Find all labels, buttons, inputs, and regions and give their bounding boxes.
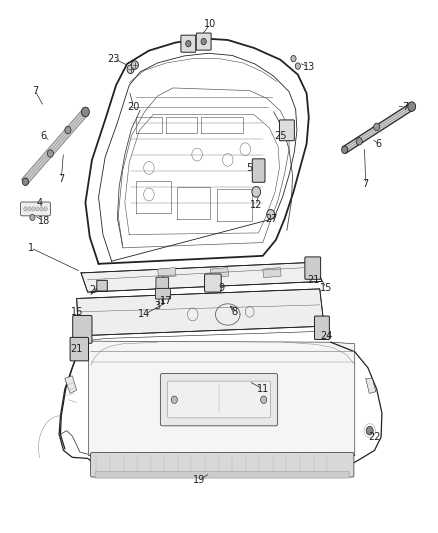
Text: 7: 7	[402, 102, 408, 111]
FancyBboxPatch shape	[97, 280, 107, 291]
Circle shape	[374, 123, 380, 131]
FancyBboxPatch shape	[279, 120, 294, 141]
Text: 1: 1	[28, 243, 34, 253]
Text: 6: 6	[41, 131, 47, 141]
Circle shape	[30, 214, 35, 221]
Circle shape	[22, 178, 28, 185]
FancyBboxPatch shape	[156, 277, 169, 289]
Text: 25: 25	[274, 131, 286, 141]
FancyBboxPatch shape	[205, 274, 221, 292]
Circle shape	[356, 138, 362, 145]
Text: 12: 12	[250, 200, 262, 210]
Text: 5: 5	[247, 163, 253, 173]
Text: 7: 7	[363, 179, 369, 189]
Circle shape	[267, 209, 275, 219]
FancyBboxPatch shape	[252, 159, 265, 182]
Text: 11: 11	[257, 384, 269, 394]
Text: 9: 9	[218, 283, 224, 293]
FancyBboxPatch shape	[181, 35, 196, 52]
Circle shape	[127, 65, 134, 74]
FancyBboxPatch shape	[70, 337, 88, 361]
Text: 16: 16	[71, 307, 83, 317]
Text: 13: 13	[303, 62, 315, 71]
Text: 27: 27	[265, 214, 278, 223]
Circle shape	[81, 107, 89, 117]
Text: 6: 6	[376, 139, 382, 149]
Circle shape	[252, 187, 261, 197]
Text: 10: 10	[204, 19, 216, 29]
Text: 22: 22	[368, 432, 381, 442]
Circle shape	[408, 102, 416, 111]
Circle shape	[201, 38, 206, 45]
Circle shape	[65, 126, 71, 134]
FancyBboxPatch shape	[91, 453, 354, 477]
FancyBboxPatch shape	[155, 288, 170, 299]
Polygon shape	[158, 268, 176, 278]
Text: 24: 24	[320, 331, 332, 341]
Text: 23: 23	[108, 54, 120, 63]
Circle shape	[291, 55, 296, 62]
Circle shape	[24, 207, 27, 211]
Text: 8: 8	[231, 307, 237, 317]
Text: 21: 21	[307, 275, 319, 285]
Polygon shape	[77, 289, 324, 336]
FancyBboxPatch shape	[21, 202, 50, 216]
Circle shape	[366, 426, 373, 435]
Circle shape	[40, 207, 43, 211]
Text: 19: 19	[193, 475, 205, 484]
FancyBboxPatch shape	[73, 316, 92, 343]
Polygon shape	[81, 262, 322, 292]
Circle shape	[171, 396, 177, 403]
Text: 14: 14	[138, 310, 151, 319]
Text: 7: 7	[58, 174, 64, 183]
FancyBboxPatch shape	[95, 472, 349, 478]
Text: 18: 18	[38, 216, 50, 226]
Text: 20: 20	[127, 102, 140, 111]
Polygon shape	[88, 341, 355, 456]
Polygon shape	[90, 454, 354, 456]
Circle shape	[342, 146, 348, 154]
FancyBboxPatch shape	[196, 33, 211, 50]
Text: 7: 7	[32, 86, 38, 95]
Circle shape	[131, 61, 138, 69]
Text: 15: 15	[320, 283, 332, 293]
Circle shape	[36, 207, 39, 211]
Circle shape	[32, 207, 35, 211]
Circle shape	[186, 41, 191, 47]
Polygon shape	[210, 268, 229, 278]
Polygon shape	[65, 376, 77, 393]
FancyBboxPatch shape	[305, 257, 321, 279]
FancyBboxPatch shape	[168, 381, 270, 418]
Circle shape	[47, 150, 53, 157]
FancyBboxPatch shape	[314, 316, 329, 340]
Text: 2: 2	[89, 286, 95, 295]
Text: 17: 17	[160, 296, 173, 306]
FancyBboxPatch shape	[160, 374, 278, 426]
Polygon shape	[366, 378, 376, 393]
Circle shape	[28, 207, 31, 211]
Circle shape	[295, 63, 300, 69]
Text: 3: 3	[155, 302, 161, 311]
Circle shape	[261, 396, 267, 403]
Text: 4: 4	[36, 198, 42, 207]
Circle shape	[44, 207, 47, 211]
Text: 21: 21	[71, 344, 83, 354]
Polygon shape	[263, 268, 281, 278]
